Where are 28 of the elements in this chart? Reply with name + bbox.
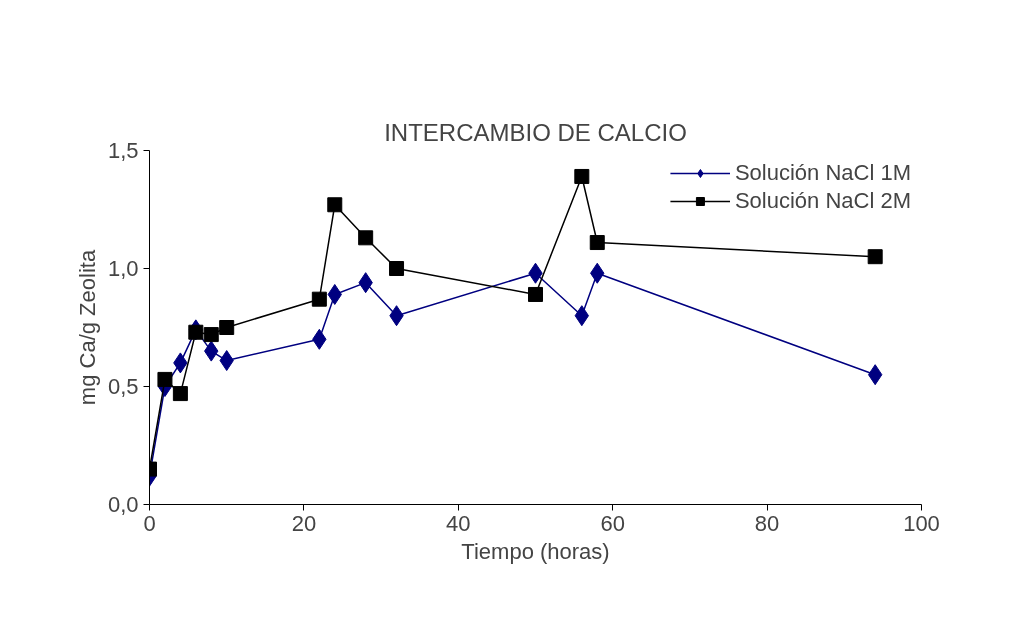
point [203, 327, 219, 343]
point [574, 168, 590, 184]
point [157, 371, 173, 387]
y-tick-label: 1,5 [107, 138, 139, 163]
x-axis-title: Tiempo (horas) [461, 538, 610, 564]
chart-title: INTERCAMBIO DE CALCIO [384, 118, 687, 146]
point [188, 324, 204, 340]
y-tick-label: 0,5 [107, 374, 139, 399]
x-tick-label: 20 [291, 510, 317, 536]
x-tick-label: 100 [903, 510, 940, 536]
point [528, 286, 543, 302]
x-tick-label: 0 [143, 510, 156, 536]
x-tick-label: 60 [600, 510, 625, 536]
legend-label: Solución NaCl 2M [734, 188, 911, 214]
point [358, 230, 374, 246]
point [389, 261, 405, 276]
x-tick-label: 80 [754, 510, 780, 536]
y-tick-label: 0,0 [107, 492, 139, 517]
point [589, 235, 605, 251]
point [327, 197, 343, 213]
y-axis-title: mg Ca/g Zeolita [74, 249, 100, 406]
point [219, 320, 235, 335]
point [172, 386, 188, 402]
y-tick-label: 1,0 [107, 256, 139, 281]
point [867, 249, 883, 265]
point [311, 291, 327, 307]
x-tick-label: 40 [446, 510, 471, 536]
legend-label: Solución NaCl 1M [734, 160, 911, 186]
